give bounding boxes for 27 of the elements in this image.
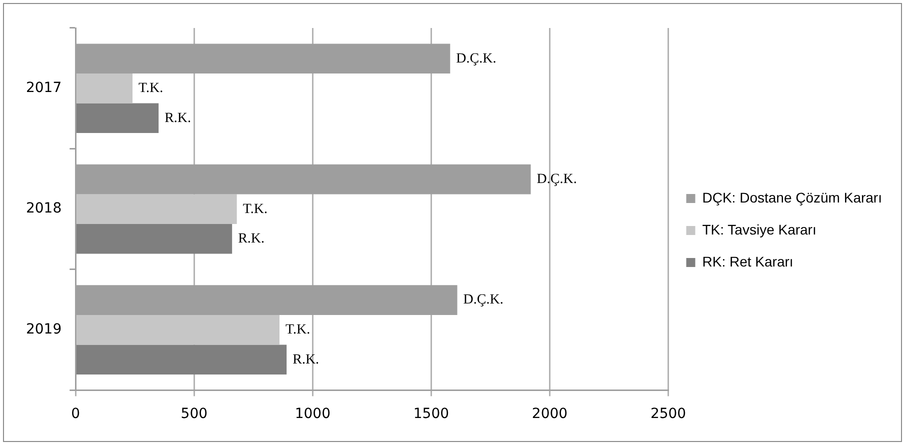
data-label: R.K.: [292, 352, 320, 368]
y-tick-label: 2017: [26, 80, 62, 96]
x-tick-label: 500: [180, 406, 208, 422]
legend-label: RK: Ret Kararı: [702, 253, 794, 270]
x-tick-label: 1500: [413, 406, 450, 422]
y-tick-label: 2019: [26, 321, 62, 338]
x-tick-label: 2500: [650, 406, 686, 422]
data-label: D.Ç.K.: [463, 292, 504, 308]
x-tick-label: 2000: [532, 406, 568, 422]
bar: [76, 344, 287, 375]
bar: [76, 314, 280, 345]
data-label: T.K.: [242, 202, 268, 217]
data-label: D.Ç.K.: [536, 172, 577, 187]
x-tick-label: 1000: [294, 406, 330, 422]
legend-label: TK: Tavsiye Kararı: [702, 221, 816, 238]
data-label: T.K.: [138, 81, 164, 96]
data-label: R.K.: [238, 232, 265, 247]
data-label: D.Ç.K.: [456, 51, 496, 66]
data-label: R.K.: [164, 110, 192, 126]
bar: [76, 73, 133, 104]
bar: [76, 224, 232, 254]
x-tick-label: 0: [71, 406, 80, 422]
data-label: T.K.: [285, 322, 310, 338]
y-tick-label: 2018: [26, 200, 62, 217]
legend-label: DÇK: Dostane Çözüm Kararı: [702, 189, 882, 206]
bar: [76, 194, 237, 224]
bar: [76, 103, 159, 134]
